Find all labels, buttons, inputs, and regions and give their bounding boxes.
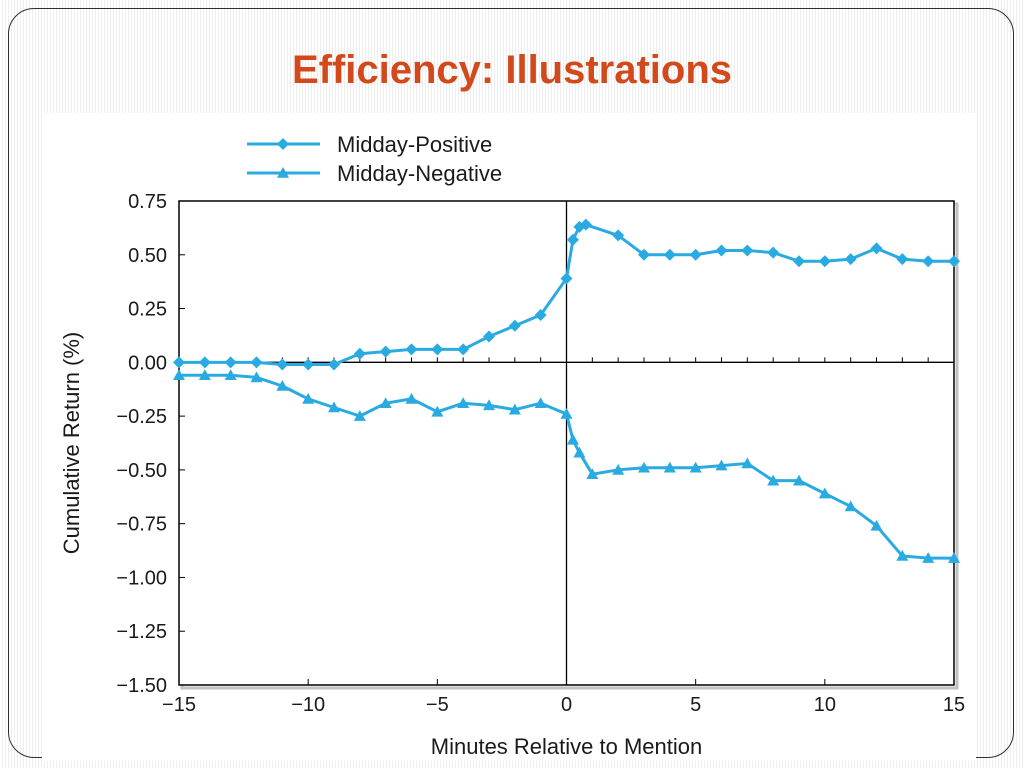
negative-data-point xyxy=(612,463,625,475)
negative-data-point xyxy=(431,405,444,417)
positive-data-point xyxy=(844,253,857,266)
negative-data-point xyxy=(173,369,185,381)
negative-data-point xyxy=(483,399,495,411)
y-tick-label: 0.50 xyxy=(128,245,167,267)
negative-data-point xyxy=(922,552,935,563)
negative-data-point xyxy=(818,487,831,499)
y-tick-label: −1.00 xyxy=(116,567,167,589)
negative-data-point xyxy=(457,397,470,409)
positive-data-point xyxy=(793,255,805,268)
y-tick-label: −0.50 xyxy=(116,460,167,482)
y-tick-label: 0.25 xyxy=(128,299,167,321)
positive-data-point xyxy=(431,343,444,356)
line-chart: 0.75 0.50 0.25 0.00 −0.25 −0.50 −0.75 −1.00 −1.2… xyxy=(59,132,965,759)
positive-data-point xyxy=(457,343,470,356)
positive-data-point xyxy=(870,242,883,255)
positive-data-point xyxy=(379,345,392,358)
positive-data-point xyxy=(579,218,592,231)
negative-data-point xyxy=(198,369,211,381)
slide-title: Efficiency: Illustrations xyxy=(291,48,733,92)
y-tick-label: −1.25 xyxy=(116,621,167,643)
x-axis-title: Minutes Relative to Mention xyxy=(431,734,702,759)
negative-data-point xyxy=(767,474,780,486)
x-tick-label: −5 xyxy=(426,694,449,716)
positive-data-point xyxy=(638,248,650,261)
y-tick-label: 0.75 xyxy=(128,191,167,213)
negative-data-point xyxy=(586,468,599,479)
x-tick-label: 0 xyxy=(561,694,572,716)
y-axis-title: Cumulative Return (%) xyxy=(59,332,84,555)
positive-data-point xyxy=(173,356,185,369)
negative-data-point xyxy=(534,397,547,409)
positive-data-point xyxy=(276,358,289,371)
x-tick-label: 5 xyxy=(690,694,701,716)
positive-data-point xyxy=(328,358,340,371)
positive-data-point xyxy=(715,244,728,257)
y-tick-label: −0.75 xyxy=(116,514,167,536)
negative-data-point xyxy=(302,392,315,404)
negative-data-point xyxy=(663,461,676,473)
negative-data-point xyxy=(844,500,857,512)
negative-data-point xyxy=(793,474,805,486)
positive-data-point xyxy=(896,253,909,266)
legend-marker-triangle xyxy=(277,167,289,178)
negative-data-point xyxy=(573,446,586,458)
negative-data-point xyxy=(276,379,289,391)
chart-panel: 0.75 0.50 0.25 0.00 −0.25 −0.50 −0.75 −1.00 −1.2… xyxy=(42,113,976,761)
negative-data-point xyxy=(353,410,366,421)
negative-data-point xyxy=(566,433,579,445)
positive-data-point xyxy=(573,220,586,233)
negative-data-point xyxy=(328,401,340,413)
x-tick-label: 15 xyxy=(943,694,965,716)
negative-data-point xyxy=(638,461,650,473)
y-tick-label: 0.00 xyxy=(128,352,167,374)
negative-data-point xyxy=(689,461,702,473)
legend-marker-diamond xyxy=(277,138,289,150)
x-tick-label: −15 xyxy=(162,694,196,716)
positive-data-point xyxy=(767,246,780,259)
positive-data-point xyxy=(405,343,418,356)
negative-data-point xyxy=(224,369,237,381)
negative-data-point xyxy=(870,519,883,531)
y-tick-label: −1.50 xyxy=(116,675,167,697)
positive-data-point xyxy=(948,255,960,268)
negative-data-point xyxy=(715,459,728,471)
positive-data-point xyxy=(534,309,547,322)
negative-data-point xyxy=(560,407,573,419)
positive-data-point xyxy=(663,248,676,261)
positive-data-point xyxy=(741,244,754,257)
negative-data-point xyxy=(896,549,909,561)
positive-data-point xyxy=(224,356,237,369)
positive-data-point xyxy=(508,319,521,332)
negative-data-point xyxy=(948,552,960,563)
legend-label: Midday-Negative xyxy=(337,161,502,186)
x-tick-label: −10 xyxy=(291,694,325,716)
positive-data-point xyxy=(198,356,211,369)
negative-data-point xyxy=(250,371,263,383)
positive-data-point xyxy=(818,255,831,268)
positive-data-point xyxy=(560,272,573,285)
positive-data-point xyxy=(566,233,579,246)
x-tick-label: 10 xyxy=(814,694,836,716)
positive-data-point xyxy=(483,330,495,343)
y-tick-label: −0.25 xyxy=(116,406,167,428)
positive-data-point xyxy=(353,347,366,360)
positive-data-point xyxy=(689,248,702,261)
negative-data-point xyxy=(741,457,754,469)
negative-data-point xyxy=(379,397,392,409)
negative-data-point xyxy=(405,392,418,404)
legend-label: Midday-Positive xyxy=(337,132,492,157)
positive-data-point xyxy=(612,229,625,242)
negative-data-point xyxy=(508,403,521,415)
positive-data-point xyxy=(922,255,935,268)
positive-data-point xyxy=(302,358,315,371)
positive-data-point xyxy=(250,356,263,369)
